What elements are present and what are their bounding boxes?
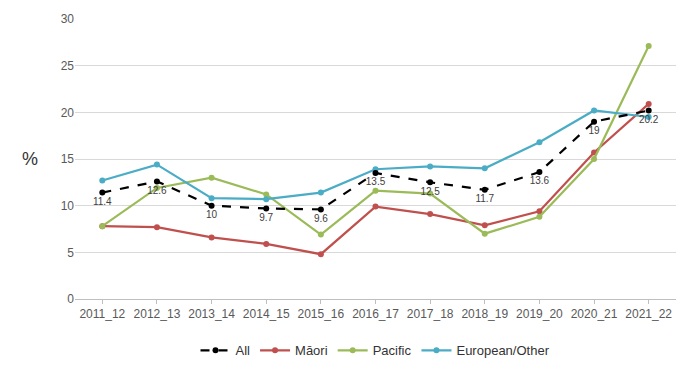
svg-text:2021_22: 2021_22 [625,307,672,321]
svg-text:Māori: Māori [295,343,328,358]
svg-text:Pacific: Pacific [373,343,412,358]
svg-text:10: 10 [61,199,75,213]
svg-text:25: 25 [61,59,75,73]
svg-text:5: 5 [67,246,74,260]
svg-text:2019_20: 2019_20 [516,307,563,321]
svg-text:19: 19 [588,125,600,136]
svg-text:2016_17: 2016_17 [352,307,399,321]
svg-text:12.5: 12.5 [420,186,440,197]
svg-text:13.5: 13.5 [366,176,386,187]
svg-text:11.7: 11.7 [475,193,494,204]
svg-text:2017_18: 2017_18 [407,307,454,321]
svg-text:15: 15 [61,152,75,166]
svg-text:20.2: 20.2 [639,114,659,125]
svg-text:2012_13: 2012_13 [134,307,181,321]
svg-text:2020_21: 2020_21 [571,307,618,321]
svg-text:2014_15: 2014_15 [243,307,290,321]
svg-text:All: All [236,343,251,358]
svg-text:12.6: 12.6 [147,185,167,196]
svg-text:30: 30 [61,12,75,26]
svg-text:13.6: 13.6 [530,175,550,186]
svg-text:European/Other: European/Other [456,343,549,358]
svg-text:2013_14: 2013_14 [188,307,235,321]
svg-text:%: % [22,149,38,169]
svg-text:9.7: 9.7 [259,212,273,223]
svg-text:9.6: 9.6 [314,213,328,224]
svg-text:0: 0 [67,292,74,306]
svg-text:2011_12: 2011_12 [79,307,125,321]
svg-text:11.4: 11.4 [93,196,112,207]
svg-text:20: 20 [61,106,75,120]
svg-text:10: 10 [206,209,218,220]
svg-text:2018_19: 2018_19 [461,307,508,321]
svg-text:2015_16: 2015_16 [298,307,345,321]
